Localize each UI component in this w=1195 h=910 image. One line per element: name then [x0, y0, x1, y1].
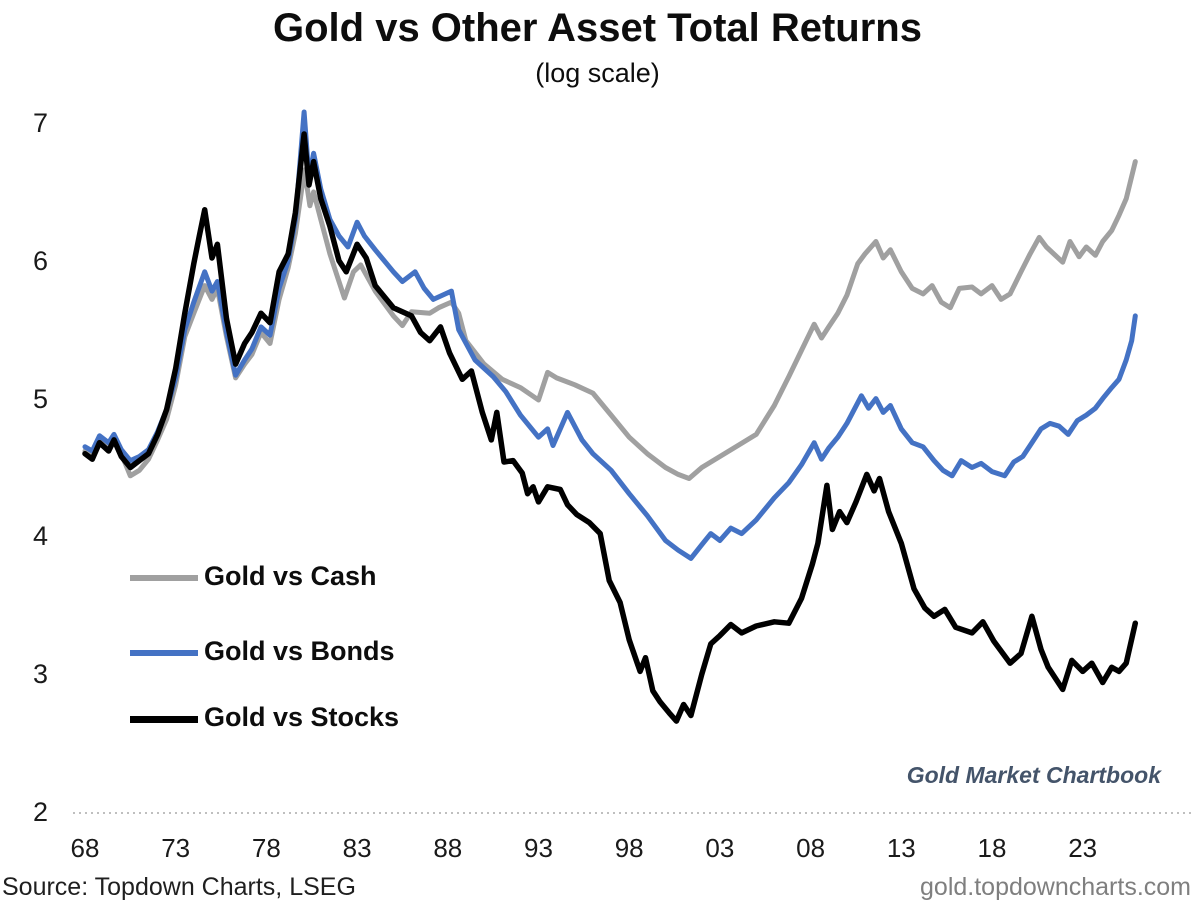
x-tick-label-68: 68 [70, 833, 100, 863]
x-tick-label-08: 08 [796, 833, 826, 863]
series-line-gold-vs-stocks [82, 131, 1139, 724]
x-tick-label-13: 13 [886, 833, 916, 863]
y-tick-label-5: 5 [32, 383, 48, 414]
legend-label: Gold vs Cash [204, 561, 377, 591]
x-tick-label-78: 78 [251, 833, 281, 863]
legend-swatch-line [130, 575, 198, 581]
x-tick-label-98: 98 [614, 833, 644, 863]
y-tick-label-3: 3 [32, 659, 48, 690]
source-text: Source: Topdown Charts, LSEG [2, 873, 356, 901]
chart-title: Gold vs Other Asset Total Returns [272, 6, 922, 50]
x-tick-label-93: 93 [524, 833, 553, 863]
legend-label: Gold vs Bonds [204, 636, 395, 666]
x-tick-label-73: 73 [161, 833, 191, 863]
x-tick-label-23: 23 [1068, 833, 1098, 863]
legend-swatch-line [130, 650, 198, 656]
y-tick-label-2: 2 [32, 797, 48, 827]
y-tick-label-4: 4 [32, 521, 48, 552]
x-tick-label-03: 03 [705, 833, 735, 863]
series-line-gold-vs-cash [82, 159, 1138, 481]
x-tick-label-18: 18 [977, 833, 1007, 863]
x-tick-label-83: 83 [342, 833, 372, 863]
legend-swatch-line [130, 716, 198, 723]
y-tick-label-6: 6 [32, 245, 48, 276]
x-tick-label-88: 88 [433, 833, 463, 863]
chart-subtitle: (log scale) [535, 58, 660, 88]
y-tick-label-7: 7 [32, 108, 48, 138]
watermark-text: Gold Market Chartbook [906, 762, 1161, 788]
site-text: gold.topdowncharts.com [920, 873, 1191, 901]
legend-label: Gold vs Stocks [204, 702, 400, 732]
series-line-gold-vs-bonds [82, 109, 1138, 561]
